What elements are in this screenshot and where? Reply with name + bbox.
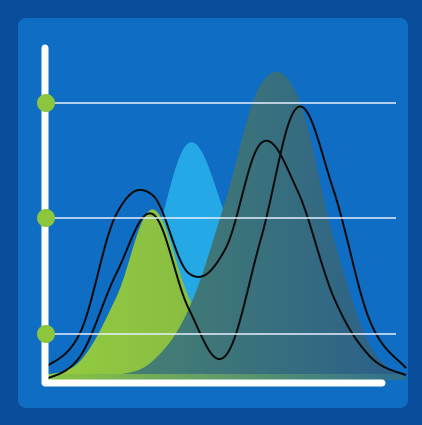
areas-group [44,71,406,381]
axis-marker-2 [37,209,55,227]
area-base-band [44,374,406,380]
axis-markers-group [37,94,55,343]
gridlines-group [44,102,396,335]
area-series-1 [44,209,406,381]
outline-group [43,105,407,381]
outline-curve-2 [43,105,407,381]
area-series-3 [44,71,406,381]
outline-curve-1 [43,139,407,377]
axis-marker-1 [37,94,55,112]
axis-marker-3 [37,325,55,343]
